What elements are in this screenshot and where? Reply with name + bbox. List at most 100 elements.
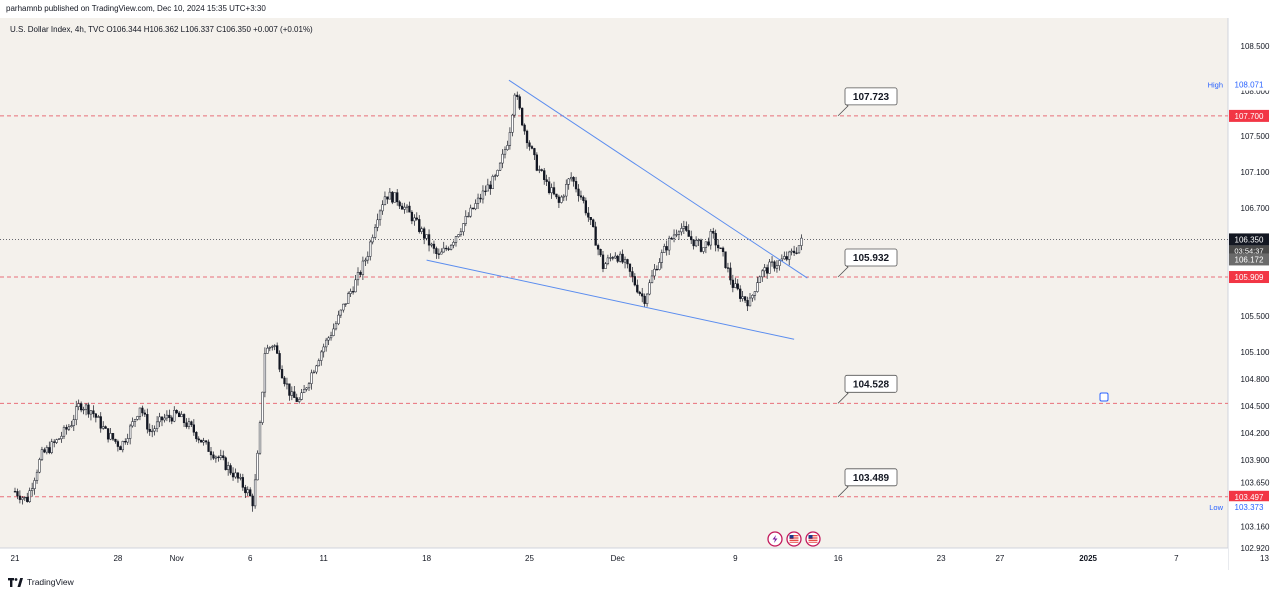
candle[interactable] [721, 246, 725, 257]
candle[interactable] [795, 247, 798, 255]
candle[interactable] [48, 441, 51, 455]
candle[interactable] [383, 191, 387, 206]
candle[interactable] [538, 165, 541, 174]
candle[interactable] [16, 488, 19, 500]
candle[interactable] [89, 410, 93, 421]
candle[interactable] [758, 275, 761, 283]
candle[interactable] [748, 292, 752, 307]
candle[interactable] [420, 226, 423, 235]
candle[interactable] [361, 256, 365, 281]
candle[interactable] [734, 277, 737, 289]
candle[interactable] [23, 496, 26, 502]
candle[interactable] [97, 414, 100, 418]
candle[interactable] [217, 455, 220, 462]
candle[interactable] [655, 265, 659, 271]
candle[interactable] [427, 229, 431, 252]
candle[interactable] [60, 431, 63, 443]
candle[interactable] [133, 418, 137, 428]
candle[interactable] [231, 467, 235, 481]
candle[interactable] [528, 140, 531, 151]
candle[interactable] [315, 364, 318, 375]
candle[interactable] [425, 234, 428, 241]
candle[interactable] [464, 210, 467, 227]
candle[interactable] [717, 239, 720, 252]
candle[interactable] [516, 91, 519, 100]
candle[interactable] [320, 349, 323, 366]
candle[interactable] [146, 408, 149, 434]
candle[interactable] [616, 254, 619, 264]
candle[interactable] [317, 358, 320, 367]
candle[interactable] [121, 440, 124, 453]
level-price-tag[interactable]: 107.700 [1229, 109, 1269, 122]
candle[interactable] [337, 310, 340, 326]
candle[interactable] [672, 229, 676, 243]
candle[interactable] [766, 264, 769, 279]
candle[interactable] [775, 260, 779, 273]
candle[interactable] [440, 248, 443, 255]
candle[interactable] [768, 259, 771, 274]
candle[interactable] [391, 190, 394, 205]
candle[interactable] [560, 195, 563, 204]
candle[interactable] [219, 449, 222, 461]
candle[interactable] [276, 342, 279, 354]
candle[interactable] [494, 173, 497, 181]
us-flag-icon[interactable] [805, 531, 821, 547]
level-price-tag[interactable]: 103.497 [1229, 490, 1269, 503]
candle[interactable] [643, 293, 646, 308]
candle[interactable] [178, 410, 181, 418]
candle[interactable] [501, 149, 504, 169]
candle[interactable] [472, 207, 475, 210]
candle[interactable] [195, 431, 198, 442]
candle[interactable] [148, 423, 151, 436]
candle[interactable] [513, 93, 516, 118]
candle[interactable] [351, 286, 355, 295]
candle[interactable] [356, 267, 360, 286]
candle[interactable] [295, 393, 298, 403]
candle[interactable] [369, 239, 372, 261]
candle[interactable] [596, 243, 600, 256]
candle[interactable] [359, 270, 362, 278]
candle[interactable] [533, 147, 536, 161]
candle[interactable] [525, 129, 529, 149]
candle[interactable] [170, 415, 173, 425]
candle[interactable] [479, 193, 482, 203]
candle[interactable] [756, 276, 759, 293]
candle[interactable] [621, 249, 624, 264]
candle[interactable] [141, 405, 144, 417]
candle[interactable] [457, 234, 460, 238]
candle[interactable] [709, 228, 712, 250]
candle[interactable] [302, 384, 306, 394]
candle[interactable] [57, 438, 61, 440]
trendline-lower[interactable] [426, 259, 795, 340]
candle[interactable] [283, 376, 286, 387]
candle[interactable] [55, 438, 58, 444]
candle[interactable] [70, 420, 73, 428]
candle[interactable] [256, 450, 259, 481]
candle[interactable] [773, 260, 776, 272]
candle[interactable] [33, 477, 36, 495]
candle[interactable] [496, 169, 499, 177]
candle[interactable] [783, 251, 786, 260]
candle[interactable] [751, 294, 754, 302]
plot-area[interactable] [0, 18, 1228, 570]
candle[interactable] [62, 425, 66, 439]
candle[interactable] [690, 230, 693, 245]
candle[interactable] [214, 455, 218, 463]
candle[interactable] [325, 337, 328, 352]
candle[interactable] [131, 417, 134, 428]
level-price-tag[interactable]: 105.909 [1229, 271, 1269, 284]
candle[interactable] [790, 248, 793, 256]
candle[interactable] [481, 185, 485, 204]
candle[interactable] [670, 236, 673, 240]
candle[interactable] [418, 215, 421, 234]
candle[interactable] [278, 350, 281, 373]
candle[interactable] [168, 409, 171, 423]
candle[interactable] [780, 254, 784, 262]
candle[interactable] [163, 413, 166, 423]
candle[interactable] [741, 291, 744, 302]
candle[interactable] [239, 473, 242, 481]
candle[interactable] [151, 424, 154, 438]
candle[interactable] [704, 241, 708, 254]
candle[interactable] [104, 425, 107, 429]
candle[interactable] [719, 247, 722, 249]
